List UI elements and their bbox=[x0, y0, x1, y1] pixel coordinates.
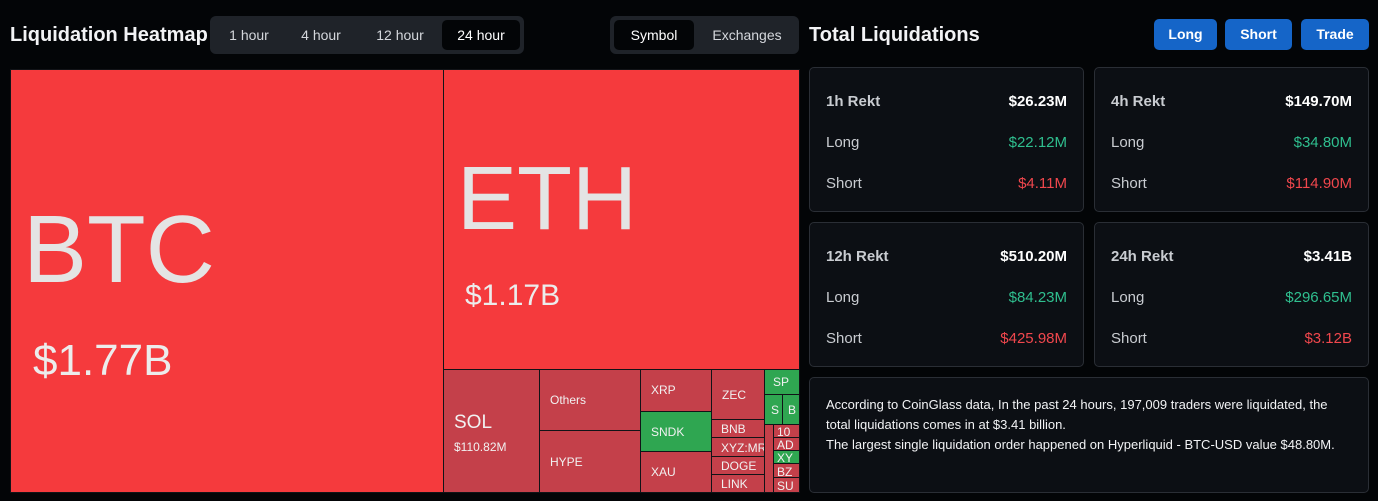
cell-symbol: S bbox=[771, 403, 780, 417]
heatmap-cell-doge[interactable]: DOGE bbox=[711, 456, 765, 475]
heatmap-cell-sol[interactable]: SOL $110.82M bbox=[443, 369, 540, 493]
cell-value: $1.77B bbox=[33, 336, 173, 385]
card-short-label: Short bbox=[826, 330, 862, 347]
card-long-value: $84.23M bbox=[1008, 289, 1067, 306]
card-long-label: Long bbox=[826, 289, 860, 306]
summary-line-total: According to CoinGlass data, In the past… bbox=[826, 397, 1328, 432]
card-total-value: $3.41B bbox=[1303, 248, 1352, 265]
cell-symbol: LINK bbox=[721, 477, 748, 491]
card-short-label: Short bbox=[1111, 330, 1147, 347]
card-long-value: $34.80M bbox=[1293, 134, 1352, 151]
card-total-value: $26.23M bbox=[1008, 93, 1067, 110]
rekt-card-12h: 12h Rekt $510.20M Long $84.23M Short $425.9… bbox=[809, 222, 1084, 367]
rekt-card-4h: 4h Rekt $149.70M Long $34.80M Short $114.90… bbox=[1094, 67, 1369, 212]
cell-symbol: ETH bbox=[457, 149, 637, 249]
total-liquidations-title: Total Liquidations bbox=[809, 24, 980, 46]
cell-symbol: XYZ:MR bbox=[721, 441, 765, 455]
heatmap-cell-xau[interactable]: XAU bbox=[640, 451, 712, 493]
tab-symbol[interactable]: Symbol bbox=[614, 20, 694, 50]
cell-symbol: XAU bbox=[651, 465, 676, 479]
cell-symbol: BNB bbox=[721, 422, 746, 436]
heatmap-cell-minor[interactable] bbox=[764, 424, 774, 493]
cell-symbol: 10 bbox=[777, 425, 791, 438]
cell-value: $110.82M bbox=[454, 440, 507, 454]
tab-24-hour[interactable]: 24 hour bbox=[442, 20, 520, 50]
card-long-label: Long bbox=[1111, 289, 1145, 306]
card-total-value: $510.20M bbox=[1000, 248, 1067, 265]
heatmap-cell-bz[interactable]: BZ bbox=[773, 463, 800, 478]
heatmap-cell-link[interactable]: LINK bbox=[711, 474, 765, 493]
card-period-label: 1h Rekt bbox=[826, 93, 881, 110]
card-short-value: $4.11M bbox=[1018, 175, 1067, 192]
heatmap-cell-xyz-mr[interactable]: XYZ:MR bbox=[711, 437, 765, 457]
card-long-label: Long bbox=[826, 134, 860, 151]
card-short-value: $114.90M bbox=[1286, 175, 1352, 192]
heatmap-cell-sndk[interactable]: SNDK bbox=[640, 411, 712, 452]
heatmap-cell-b[interactable]: B bbox=[782, 394, 800, 425]
cell-symbol: B bbox=[788, 403, 797, 417]
cell-symbol: BTC bbox=[23, 196, 215, 303]
summary-line-largest: The largest single liquidation order hap… bbox=[826, 437, 1335, 452]
tab-1-hour[interactable]: 1 hour bbox=[229, 27, 269, 43]
card-long-label: Long bbox=[1111, 134, 1145, 151]
heatmap-title: Liquidation Heatmap bbox=[10, 24, 208, 46]
tab-12-hour[interactable]: 12 hour bbox=[376, 27, 424, 43]
card-long-value: $296.65M bbox=[1285, 289, 1352, 306]
rekt-card-24h: 24h Rekt $3.41B Long $296.65M Short $3.12B bbox=[1094, 222, 1369, 367]
card-short-label: Short bbox=[1111, 175, 1147, 192]
heatmap-cell-10[interactable]: 10 bbox=[773, 424, 800, 438]
heatmap-cell-eth[interactable]: ETH $1.17B bbox=[443, 69, 800, 370]
heatmap-cell-zec[interactable]: ZEC bbox=[711, 369, 765, 420]
view-tabs: Symbol Exchanges bbox=[610, 16, 799, 54]
cell-symbol: ZEC bbox=[722, 388, 746, 402]
heatmap-cell-ad[interactable]: AD bbox=[773, 437, 800, 451]
heatmap-cell-s[interactable]: S bbox=[764, 394, 783, 425]
card-short-value: $3.12B bbox=[1304, 330, 1352, 347]
card-short-label: Short bbox=[826, 175, 862, 192]
cell-symbol: XY bbox=[777, 451, 794, 464]
heatmap-cell-others[interactable]: Others bbox=[539, 369, 641, 431]
heatmap-cell-btc[interactable]: BTC $1.77B bbox=[10, 69, 444, 493]
heatmap-cell-sp[interactable]: SP bbox=[764, 369, 800, 395]
card-period-label: 4h Rekt bbox=[1111, 93, 1166, 110]
card-long-value: $22.12M bbox=[1008, 134, 1067, 151]
cell-symbol: SP bbox=[773, 375, 790, 389]
cell-symbol: BZ bbox=[777, 465, 793, 478]
heatmap-cell-xy[interactable]: XY bbox=[773, 450, 800, 464]
cell-symbol: SOL bbox=[454, 412, 493, 433]
short-button[interactable]: Short bbox=[1225, 19, 1292, 50]
cell-symbol: SU bbox=[777, 479, 794, 493]
cell-symbol: XRP bbox=[651, 383, 676, 397]
cell-symbol: SNDK bbox=[651, 425, 685, 439]
trade-button[interactable]: Trade bbox=[1301, 19, 1369, 50]
heatmap-cell-hype[interactable]: HYPE bbox=[539, 430, 641, 493]
cell-symbol: AD bbox=[777, 438, 794, 451]
card-period-label: 24h Rekt bbox=[1111, 248, 1174, 265]
card-period-label: 12h Rekt bbox=[826, 248, 889, 265]
cell-symbol: Others bbox=[550, 393, 587, 407]
liquidation-summary: According to CoinGlass data, In the past… bbox=[809, 377, 1369, 493]
time-range-tabs: 1 hour 4 hour 12 hour 24 hour bbox=[210, 16, 524, 54]
heatmap-cell-xrp[interactable]: XRP bbox=[640, 369, 712, 412]
tab-exchanges[interactable]: Exchanges bbox=[712, 27, 782, 43]
card-total-value: $149.70M bbox=[1285, 93, 1352, 110]
heatmap-cell-su[interactable]: SU bbox=[773, 477, 800, 493]
card-short-value: $425.98M bbox=[1000, 330, 1067, 347]
rekt-card-1h: 1h Rekt $26.23M Long $22.12M Short $4.11M bbox=[809, 67, 1084, 212]
heatmap-cell-bnb[interactable]: BNB bbox=[711, 419, 765, 438]
liquidation-heatmap: BTC $1.77B ETH $1.17B SOL $110.82M Other… bbox=[10, 69, 800, 493]
cell-value: $1.17B bbox=[465, 279, 561, 312]
tab-4-hour[interactable]: 4 hour bbox=[301, 27, 341, 43]
cell-symbol: DOGE bbox=[721, 459, 757, 473]
long-button[interactable]: Long bbox=[1154, 19, 1217, 50]
cell-symbol: HYPE bbox=[550, 455, 583, 469]
